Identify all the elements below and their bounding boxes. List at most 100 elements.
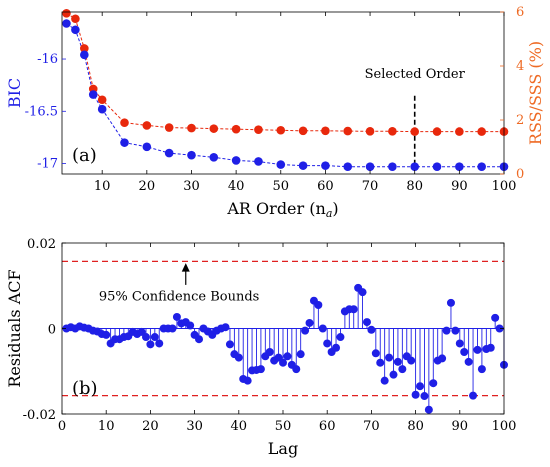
acf-point (221, 323, 230, 332)
acf-point (150, 333, 159, 342)
acf-point (323, 339, 332, 348)
rss-point (142, 121, 152, 130)
bic-point (71, 25, 80, 35)
x-tick-label: 20 (139, 179, 156, 194)
panel-b-y-axis-label: Residuals ACF (5, 269, 24, 387)
bic-point (231, 156, 241, 165)
rss-point (209, 124, 219, 133)
panel-a-right-y-axis-label: RSS/SSS (%) (526, 41, 545, 145)
acf-point (314, 300, 323, 309)
x-tick-label: 20 (142, 419, 159, 434)
panel-a-x-axis-label: AR Order (na) (226, 199, 338, 220)
bic-point (477, 162, 486, 171)
x-tick-label: 70 (363, 419, 380, 434)
rss-point (455, 127, 464, 136)
x-tick-label: 10 (98, 419, 115, 434)
rss-point (477, 127, 486, 136)
acf-point (336, 333, 345, 342)
acf-point (225, 340, 234, 349)
rss-point (62, 9, 71, 18)
acf-point (155, 339, 164, 348)
panel-b-x-axis-label: Lag (268, 439, 298, 458)
acf-point (376, 358, 385, 367)
rss-point (120, 118, 129, 127)
rss-point (97, 95, 107, 105)
acf-point (195, 335, 204, 344)
bic-point (254, 157, 263, 166)
selected-order-annotation: Selected Order (365, 67, 466, 82)
acf-point (398, 365, 407, 374)
acf-point (318, 324, 327, 333)
y-tick-label: 0.02 (27, 237, 56, 252)
right-y-tick-label: 2 (516, 113, 524, 128)
x-tick-label: 70 (362, 179, 379, 194)
x-tick-label: 40 (231, 419, 248, 434)
acf-point (495, 324, 504, 333)
left-y-tick-label: -17 (37, 157, 58, 172)
rss-point (343, 126, 353, 136)
panel-a-label: (a) (72, 145, 97, 166)
rss-point (410, 127, 420, 136)
acf-point (362, 318, 371, 327)
acf-point (265, 348, 274, 357)
x-tick-label: 40 (228, 179, 245, 194)
acf-point (305, 318, 314, 327)
acf-point (172, 312, 181, 321)
acf-point (389, 370, 398, 379)
bic-point (343, 162, 353, 171)
acf-point (429, 379, 438, 388)
rss-point (71, 14, 80, 24)
rss-point (164, 123, 174, 132)
bic-point (80, 50, 89, 60)
right-y-tick-label: 0 (516, 167, 524, 182)
acf-point (446, 298, 455, 307)
rss-point (365, 127, 375, 136)
acf-point (491, 313, 500, 322)
panel-a-frame (61, 11, 505, 175)
rss-point (187, 123, 196, 133)
bic-point (164, 148, 174, 158)
x-tick-label: 30 (183, 179, 200, 194)
bic-point (120, 138, 129, 147)
acf-point (168, 324, 177, 333)
rss-point (388, 127, 397, 136)
acf-point (393, 357, 402, 366)
bic-point (142, 142, 152, 152)
x-tick-label: 100 (492, 179, 517, 194)
panel-a: 10 20 30 40 50 60 70 80 90 100 -17 -16.5 -16 0 2 4 6 Sel… (5, 5, 545, 220)
acf-point (407, 356, 416, 365)
bounds-arrow (181, 263, 190, 285)
acf-point (371, 349, 380, 358)
acf-point (442, 326, 451, 335)
acf-point (283, 352, 292, 361)
rss-point (432, 127, 442, 136)
x-tick-label: 60 (317, 179, 334, 194)
acf-point (385, 353, 394, 362)
acf-point (358, 288, 367, 297)
acf-point (296, 350, 305, 359)
bic-point (187, 150, 196, 160)
acf-point (141, 333, 150, 342)
acf-point (451, 326, 460, 335)
bic-point (97, 104, 107, 114)
x-tick-label: 80 (407, 419, 424, 434)
acf-point (256, 365, 265, 374)
acf-point (438, 354, 447, 363)
x-tick-label: 90 (452, 419, 469, 434)
panel-a-left-y-axis-label: BIC (5, 78, 24, 108)
y-tick-label: -0.02 (23, 408, 56, 423)
rss-point (231, 124, 241, 134)
x-tick-label: 10 (94, 179, 111, 194)
acf-point (420, 392, 429, 401)
acf-point (380, 376, 389, 385)
acf-point (424, 405, 433, 414)
acf-point (460, 348, 469, 357)
x-tick-label: 100 (492, 419, 517, 434)
acf-point (301, 326, 310, 335)
x-tick-label: 90 (451, 179, 468, 194)
acf-point (367, 325, 376, 334)
acf-point (486, 343, 495, 352)
acf-point (469, 391, 478, 400)
acf-point (102, 330, 111, 339)
